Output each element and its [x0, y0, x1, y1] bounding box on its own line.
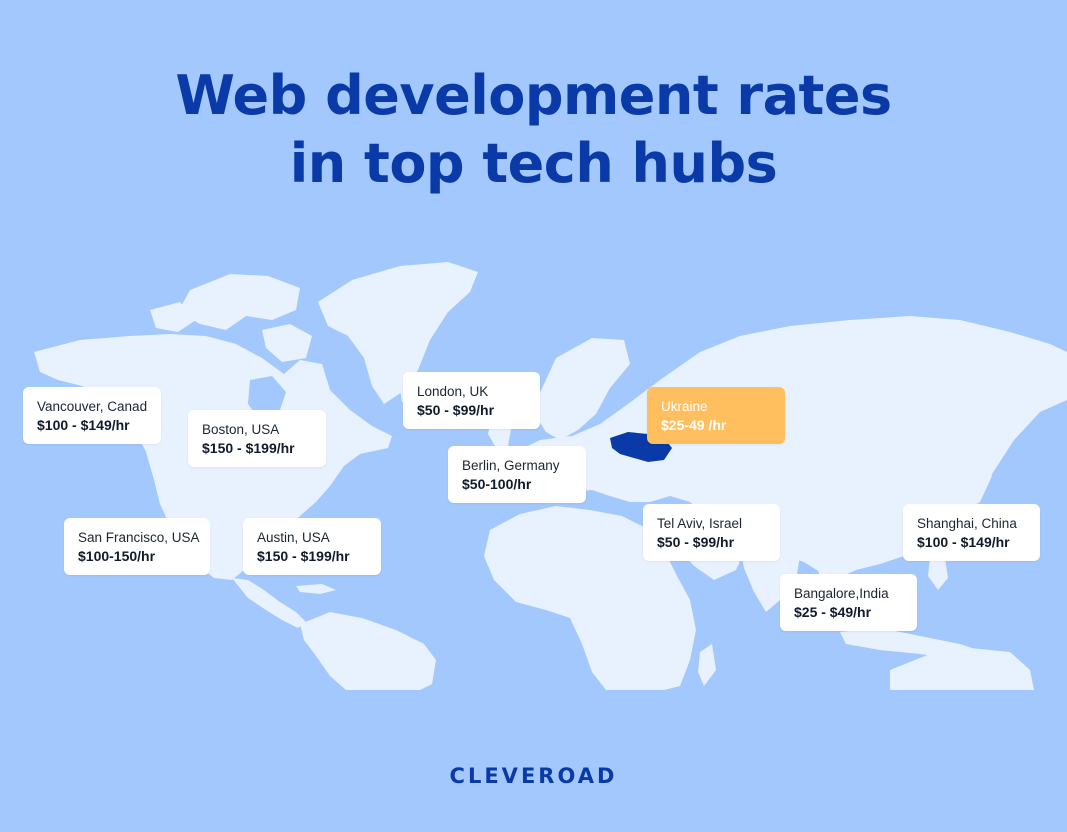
city-label: Boston, USA [202, 422, 280, 437]
rate-card-tel-aviv: Tel Aviv, Israel $50 - $99/hr [643, 504, 780, 561]
city-label: Berlin, Germany [462, 458, 560, 473]
rate-value: $150 - $199/hr [202, 440, 295, 456]
rate-card-ukraine: Ukraine $25-49 /hr [647, 387, 785, 444]
city-label: Austin, USA [257, 530, 330, 545]
city-label: Bangalore,India [794, 586, 889, 601]
brand-logo: CLEVEROAD [449, 764, 618, 788]
city-label: Shanghai, China [917, 516, 1017, 531]
rate-card-shanghai: Shanghai, China $100 - $149/hr [903, 504, 1040, 561]
rate-card-bangalore: Bangalore,India $25 - $49/hr [780, 574, 917, 631]
rate-value: $100-150/hr [78, 548, 156, 564]
rate-value: $100 - $149/hr [37, 417, 130, 433]
city-label: London, UK [417, 384, 489, 399]
rate-value: $50 - $99/hr [657, 534, 735, 550]
city-label: Tel Aviv, Israel [657, 516, 743, 531]
rate-value: $25-49 /hr [661, 417, 727, 433]
title-line-1: Web development rates [175, 64, 892, 127]
city-label: San Francisco, USA [78, 530, 200, 545]
city-label: Vancouver, Canad [37, 399, 148, 414]
city-label: Ukraine [661, 399, 708, 414]
rate-card-berlin: Berlin, Germany $50-100/hr [448, 446, 586, 503]
page-title: Web development rates in top tech hubs [0, 62, 1067, 198]
rate-value: $50 - $99/hr [417, 402, 495, 418]
greenland-landmass [318, 262, 478, 404]
arctic-islands [178, 274, 300, 330]
rate-card-london: London, UK $50 - $99/hr [403, 372, 540, 429]
rate-card-vancouver: Vancouver, Canad $100 - $149/hr [23, 387, 161, 444]
rate-card-san-francisco: San Francisco, USA $100-150/hr [64, 518, 210, 575]
rate-value: $50-100/hr [462, 476, 532, 492]
south-america-landmass [300, 612, 436, 690]
rate-card-boston: Boston, USA $150 - $199/hr [188, 410, 326, 467]
rate-value: $150 - $199/hr [257, 548, 350, 564]
rate-value: $25 - $49/hr [794, 604, 872, 620]
title-line-2: in top tech hubs [289, 132, 778, 195]
rate-value: $100 - $149/hr [917, 534, 1010, 550]
rate-card-austin: Austin, USA $150 - $199/hr [243, 518, 381, 575]
australia-landmass [890, 648, 1034, 690]
